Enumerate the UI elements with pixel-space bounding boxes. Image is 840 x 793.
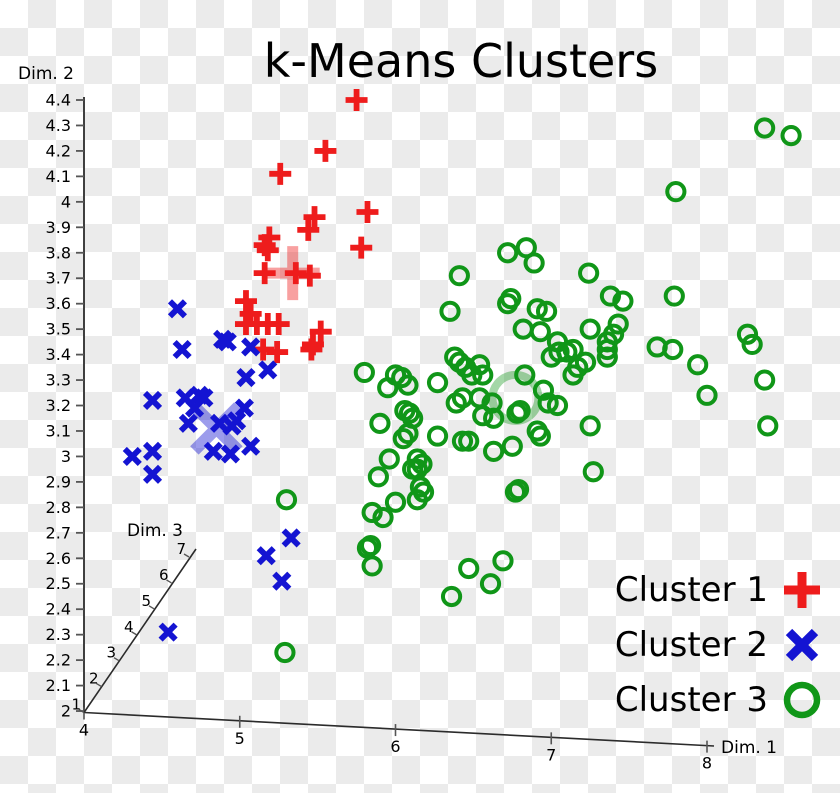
svg-text:3.4: 3.4 bbox=[46, 345, 71, 364]
svg-text:3: 3 bbox=[61, 447, 71, 466]
chart-title: k-Means Clusters bbox=[263, 34, 659, 88]
cluster1-plus-icon bbox=[784, 571, 820, 608]
svg-text:2: 2 bbox=[89, 670, 99, 688]
svg-text:4.2: 4.2 bbox=[46, 141, 71, 160]
svg-text:3.8: 3.8 bbox=[46, 243, 71, 262]
z-axis-label: Dim. 3 bbox=[127, 521, 183, 541]
cluster3-circle-icon bbox=[783, 681, 821, 718]
svg-text:2.8: 2.8 bbox=[46, 498, 71, 517]
series-cluster-1 bbox=[234, 89, 379, 364]
legend-item-cluster-2: Cluster 2 bbox=[615, 622, 824, 667]
svg-text:4: 4 bbox=[124, 618, 134, 636]
svg-text:5: 5 bbox=[235, 729, 245, 748]
legend-label-cluster-1: Cluster 1 bbox=[614, 569, 768, 610]
svg-text:3.1: 3.1 bbox=[46, 421, 71, 440]
svg-text:3.5: 3.5 bbox=[46, 320, 71, 339]
series-cluster-2 bbox=[122, 299, 301, 642]
svg-text:2.6: 2.6 bbox=[46, 549, 71, 568]
svg-text:4: 4 bbox=[61, 192, 71, 211]
svg-text:2.3: 2.3 bbox=[46, 625, 71, 644]
legend-label-cluster-3: Cluster 3 bbox=[614, 679, 768, 720]
svg-text:3.7: 3.7 bbox=[46, 269, 71, 288]
svg-text:4.4: 4.4 bbox=[46, 91, 71, 110]
cluster2-x-icon bbox=[785, 628, 819, 661]
svg-text:3.6: 3.6 bbox=[46, 294, 71, 313]
svg-text:2.4: 2.4 bbox=[46, 600, 71, 619]
svg-text:2.5: 2.5 bbox=[46, 574, 71, 593]
svg-text:7: 7 bbox=[546, 745, 556, 764]
svg-text:2: 2 bbox=[61, 702, 71, 721]
svg-text:4: 4 bbox=[79, 721, 89, 740]
x-axis-label: Dim. 1 bbox=[721, 738, 777, 758]
legend-item-cluster-3: Cluster 3 bbox=[615, 677, 824, 722]
svg-text:2.7: 2.7 bbox=[46, 523, 71, 542]
legend-label-cluster-2: Cluster 2 bbox=[614, 624, 768, 665]
svg-text:5: 5 bbox=[141, 592, 151, 610]
svg-text:6: 6 bbox=[159, 566, 169, 584]
svg-text:1: 1 bbox=[71, 696, 81, 714]
svg-text:4.3: 4.3 bbox=[46, 116, 71, 135]
svg-text:3: 3 bbox=[106, 644, 116, 662]
svg-text:7: 7 bbox=[176, 540, 186, 558]
svg-text:8: 8 bbox=[702, 754, 712, 773]
svg-text:3.3: 3.3 bbox=[46, 371, 71, 390]
svg-text:6: 6 bbox=[390, 737, 400, 756]
legend: Cluster 1 Cluster 2 Cluster 3 bbox=[615, 567, 824, 722]
svg-text:2.1: 2.1 bbox=[46, 676, 71, 695]
series-cluster-3 bbox=[274, 117, 802, 664]
y-axis-label: Dim. 2 bbox=[18, 64, 74, 84]
svg-text:4.1: 4.1 bbox=[46, 167, 71, 186]
svg-text:2.9: 2.9 bbox=[46, 472, 71, 491]
svg-text:3.2: 3.2 bbox=[46, 396, 71, 415]
svg-text:3.9: 3.9 bbox=[46, 218, 71, 237]
svg-text:2.2: 2.2 bbox=[46, 651, 71, 670]
legend-item-cluster-1: Cluster 1 bbox=[615, 567, 824, 612]
axes: 4.4 4.3 4.2 4.1 4 3.9 3.8 3.7 3.6 3.5 3.4 3.3 3.2 3.1… bbox=[46, 91, 715, 773]
